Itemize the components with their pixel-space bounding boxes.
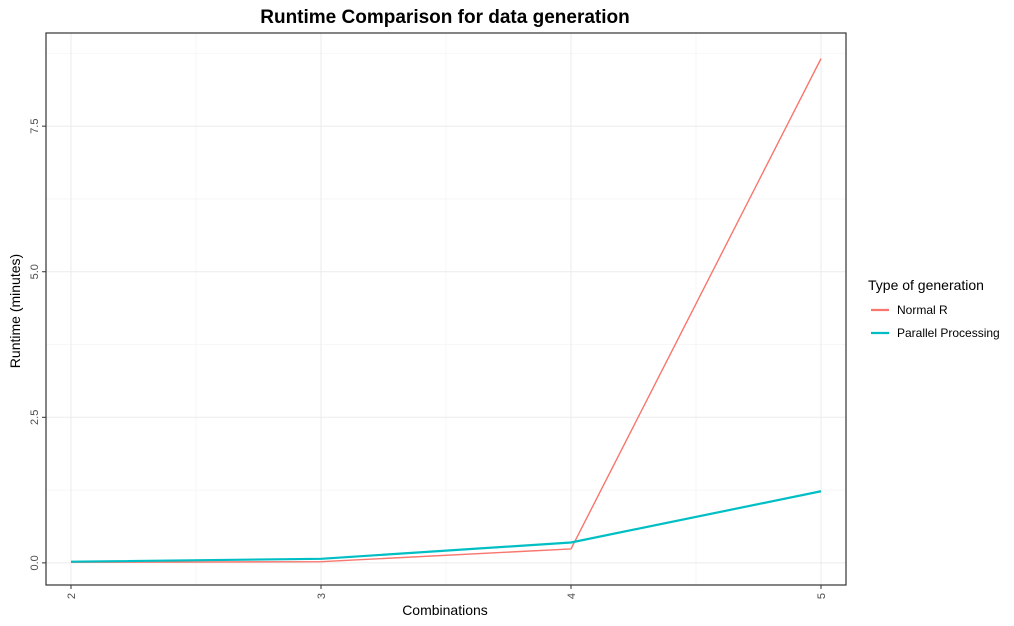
x-tick-label: 5 <box>816 593 828 599</box>
x-axis-title: Combinations <box>402 602 488 618</box>
y-tick-label: 7.5 <box>29 119 41 134</box>
legend-label: Parallel Processing <box>897 326 1000 340</box>
series-layer <box>70 58 822 563</box>
axis-ticks: 2 3 4 5 0.0 2.5 5.0 7.5 <box>29 119 828 600</box>
y-tick-label: 0.0 <box>29 555 41 570</box>
series-line-normal-r <box>70 58 822 563</box>
y-tick-label: 5.0 <box>29 264 41 279</box>
x-tick-label: 4 <box>566 593 578 599</box>
x-tick-label: 2 <box>66 593 78 599</box>
series-line-parallel-processing <box>70 490 822 563</box>
x-tick-label: 3 <box>316 593 328 599</box>
y-tick-label: 2.5 <box>29 410 41 425</box>
chart-title: Runtime Comparison for data generation <box>260 7 629 28</box>
y-axis-title: Runtime (minutes) <box>7 254 23 368</box>
legend-title: Type of generation <box>868 277 984 293</box>
legend: Type of generation Normal R Parallel Proc… <box>868 277 1000 340</box>
panel-border <box>45 32 847 586</box>
legend-label: Normal R <box>897 303 948 317</box>
